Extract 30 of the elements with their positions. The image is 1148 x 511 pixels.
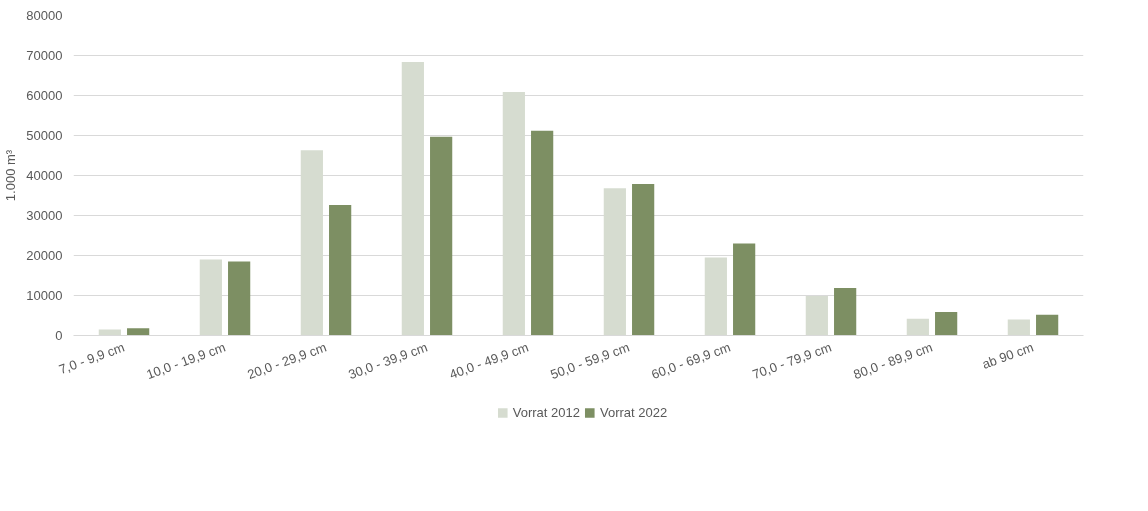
y-tick-label: 40000: [26, 168, 63, 183]
bar: [632, 183, 655, 336]
y-tick-label: 80000: [26, 8, 63, 23]
legend-label: Vorrat 2022: [600, 404, 668, 420]
x-tick-label: ab 90 cm: [980, 339, 1036, 372]
y-tick-label: 10000: [26, 288, 63, 303]
bar: [228, 261, 251, 336]
y-tick-label: 70000: [26, 48, 63, 63]
bar: [531, 130, 554, 336]
legend-label: Vorrat 2012: [512, 404, 580, 420]
y-tick-label: 60000: [26, 88, 63, 103]
x-tick-label: 70,0 - 79,9 cm: [750, 339, 834, 382]
bar: [1036, 314, 1059, 336]
y-tick-label: 20000: [26, 248, 63, 263]
bar: [127, 328, 150, 336]
y-tick-label: 50000: [26, 128, 63, 143]
x-tick-label: 20,0 - 29,9 cm: [245, 339, 329, 382]
x-tick-label: 30,0 - 39,9 cm: [346, 339, 430, 382]
bar: [834, 287, 857, 336]
bar: [935, 311, 958, 336]
bar: [329, 205, 352, 336]
y-axis-title: 1.000 m³: [3, 149, 19, 202]
x-tick-label: 50,0 - 59,9 cm: [548, 339, 632, 382]
x-tick-label: 40,0 - 49,9 cm: [447, 339, 531, 382]
bar: [430, 136, 453, 336]
y-tick-label: 30000: [26, 208, 63, 223]
x-tick-label: 80,0 - 89,9 cm: [851, 339, 935, 382]
bar: [733, 243, 756, 336]
x-tick-label: 10,0 - 19,9 cm: [144, 339, 228, 382]
x-tick-label: 60,0 - 69,9 cm: [649, 339, 733, 382]
